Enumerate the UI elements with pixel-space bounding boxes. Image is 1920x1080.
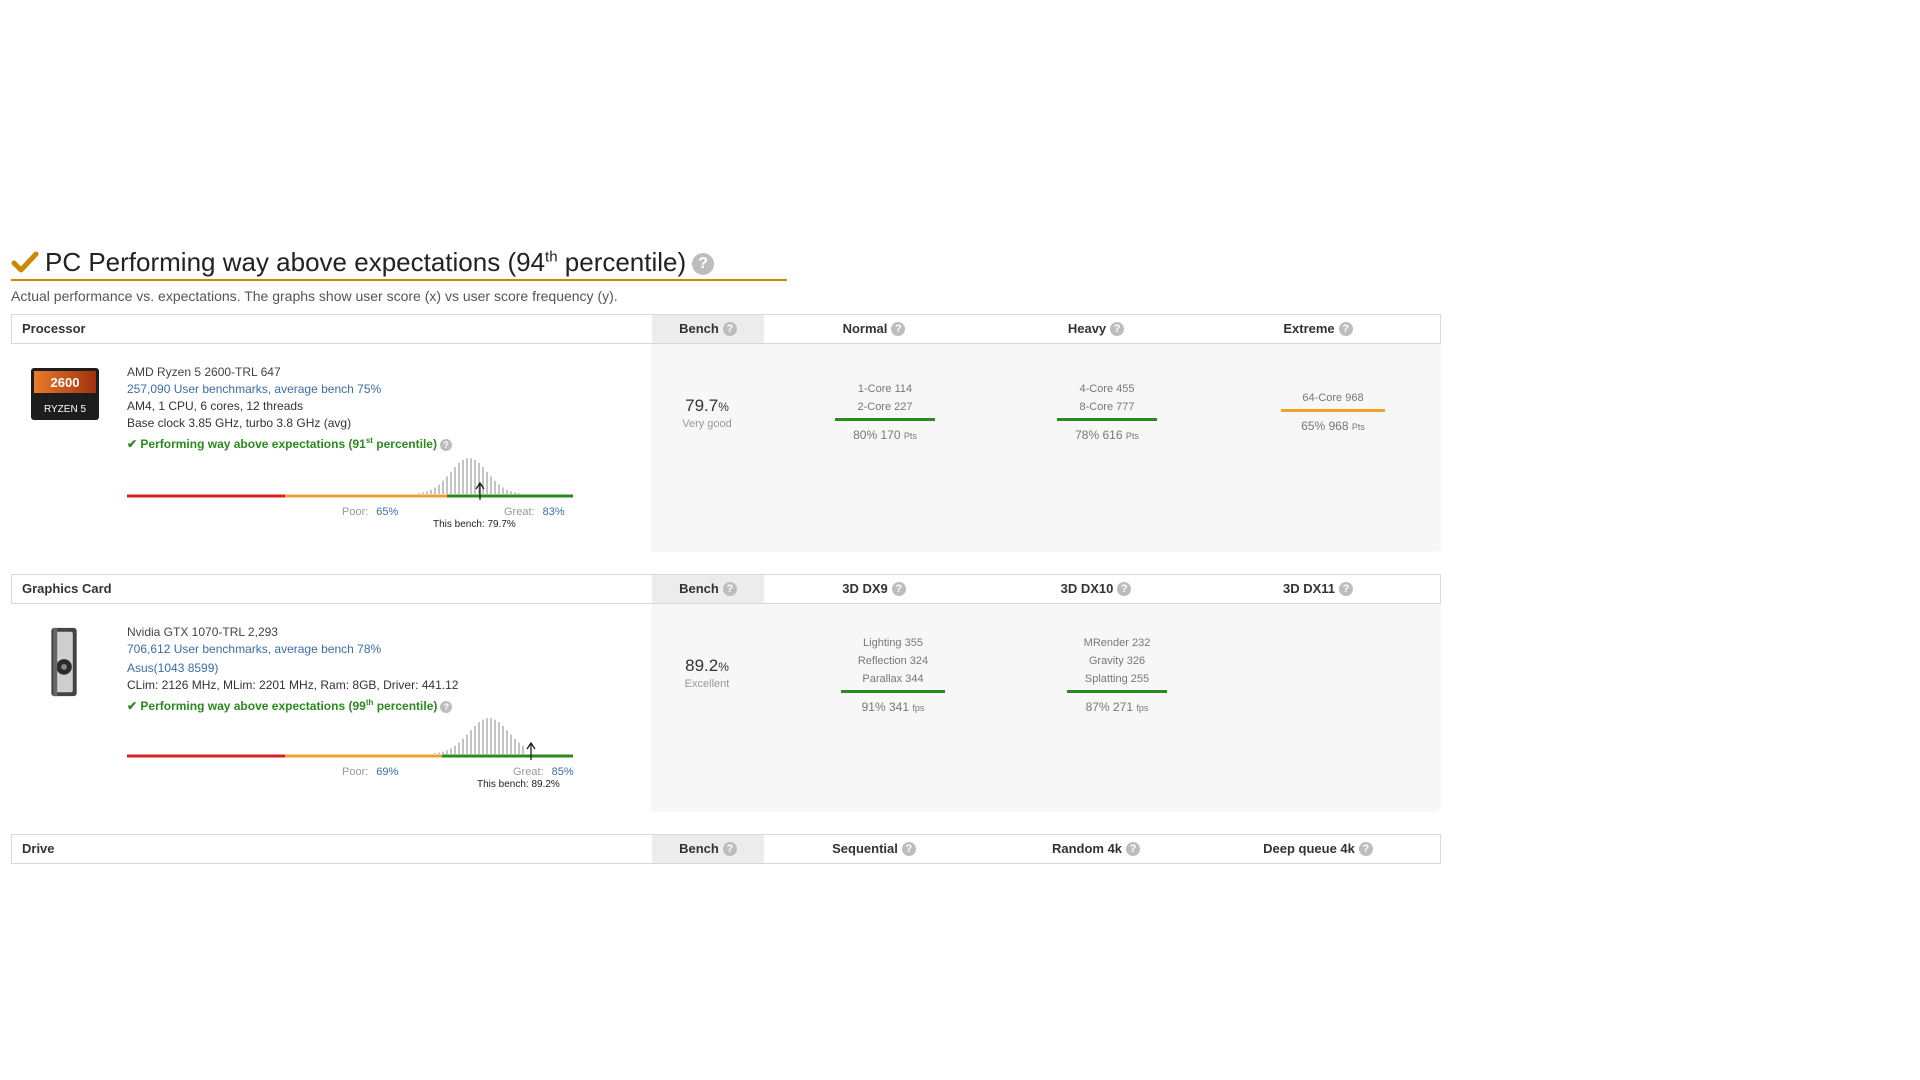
- processor-header-label: Processor: [22, 321, 86, 336]
- great-threshold: Great: 83%: [504, 506, 565, 518]
- poor-threshold: Poor: 69%: [342, 766, 399, 778]
- dx10-subscores: MRender 232 Gravity 326 Splatting 255 87…: [1007, 634, 1227, 717]
- help-icon[interactable]: ?: [1338, 321, 1353, 336]
- this-bench-label: This bench: 79.7%: [433, 519, 516, 530]
- heavy-score-bar: [1057, 418, 1157, 421]
- dx9-score-bar: [841, 690, 945, 693]
- bench-column-header: Bench?: [652, 835, 764, 863]
- normal-column-header: Normal?: [764, 315, 984, 343]
- normal-score-bar: [835, 418, 935, 421]
- bench-column-header: Bench?: [652, 575, 764, 603]
- poor-threshold: Poor: 65%: [342, 506, 399, 518]
- ryzen-cpu-thumbnail[interactable]: 2600 RYZEN 5: [29, 368, 101, 420]
- processor-distribution-chart: [127, 458, 573, 500]
- heavy-column-header: Heavy?: [986, 315, 1206, 343]
- great-threshold: Great: 85%: [513, 766, 574, 778]
- help-icon[interactable]: ?: [439, 438, 452, 451]
- random-4k-column-header: Random 4k?: [986, 835, 1206, 863]
- help-icon[interactable]: ?: [722, 581, 737, 596]
- dx10-score-bar: [1067, 690, 1167, 693]
- help-icon[interactable]: ?: [891, 581, 906, 596]
- gpu-bench-score: 89.2% Excellent: [684, 656, 730, 690]
- normal-subscores: 1-Core 114 2-Core 227 80% 170 Pts: [775, 380, 995, 445]
- processor-user-benchmarks-link[interactable]: 257,090 User benchmarks, average bench 7…: [127, 382, 382, 396]
- help-icon[interactable]: ?: [1117, 581, 1132, 596]
- this-bench-arrow: [526, 741, 536, 760]
- thumb-model-text: 2600: [51, 375, 80, 390]
- extreme-column-header: Extreme?: [1208, 315, 1428, 343]
- help-icon[interactable]: ?: [722, 321, 737, 336]
- performance-summary: PC Performing way above expectations (94…: [11, 242, 1441, 864]
- processor-spec-line2: Base clock 3.85 GHz, turbo 3.8 GHz (avg): [127, 416, 352, 430]
- gpu-distribution-chart: [127, 718, 573, 760]
- dx9-subscores: Lighting 355 Reflection 324 Parallax 344…: [783, 634, 1003, 717]
- processor-header: Processor Bench? Normal? Heavy? Extreme?: [11, 314, 1441, 344]
- extreme-score-bar: [1281, 409, 1385, 412]
- gpu-perf-status: ✔ Performing way above expectations (99t…: [127, 694, 458, 715]
- processor-section: Processor Bench? Normal? Heavy? Extreme?…: [11, 314, 1441, 552]
- help-icon[interactable]: ?: [891, 321, 906, 336]
- gpu-spec-line: CLim: 2126 MHz, MLim: 2201 MHz, Ram: 8GB…: [127, 678, 459, 692]
- this-bench-label: This bench: 89.2%: [477, 779, 560, 790]
- gpu-info: Nvidia GTX 1070-TRL 2,293 706,612 User b…: [127, 624, 458, 715]
- gpu-vendor-link[interactable]: Asus(1043 8599): [127, 661, 219, 675]
- gpu-distribution: Poor: 69% Great: 85% This bench: 89.2%: [127, 716, 574, 790]
- title-underline: [11, 279, 787, 281]
- help-icon[interactable]: ?: [722, 841, 737, 856]
- processor-info: AMD Ryzen 5 2600-TRL 647 257,090 User be…: [127, 364, 452, 453]
- checkmark-icon: [11, 251, 39, 273]
- help-icon[interactable]: ?: [440, 700, 453, 713]
- processor-row: 2600 RYZEN 5 AMD Ryzen 5 2600-TRL 647 25…: [11, 344, 1441, 552]
- processor-name[interactable]: AMD Ryzen 5 2600-TRL 647: [127, 365, 281, 379]
- this-bench-arrow: [475, 481, 485, 500]
- processor-spec-line1: AM4, 1 CPU, 6 cores, 12 threads: [127, 399, 304, 413]
- gpu-header-label: Graphics Card: [22, 581, 112, 596]
- help-icon[interactable]: ?: [692, 253, 715, 276]
- help-icon[interactable]: ?: [1358, 841, 1373, 856]
- gpu-header: Graphics Card Bench? 3D DX9? 3D DX10? 3D…: [11, 574, 1441, 604]
- help-icon[interactable]: ?: [1110, 321, 1125, 336]
- processor-bench-score: 79.7% Very good: [682, 396, 732, 430]
- graphics-card-thumbnail[interactable]: [29, 624, 101, 702]
- page-title: PC Performing way above expectations (94…: [45, 242, 715, 282]
- gpu-name[interactable]: Nvidia GTX 1070-TRL 2,293: [127, 625, 278, 639]
- gpu-user-benchmarks-link[interactable]: 706,612 User benchmarks, average bench 7…: [127, 642, 382, 656]
- page-subtitle: Actual performance vs. expectations. The…: [11, 288, 618, 304]
- deep-queue-4k-column-header: Deep queue 4k?: [1208, 835, 1428, 863]
- gpu-row: Nvidia GTX 1070-TRL 2,293 706,612 User b…: [11, 604, 1441, 812]
- drive-header-label: Drive: [22, 841, 55, 856]
- sequential-column-header: Sequential?: [764, 835, 984, 863]
- drive-section: Drive Bench? Sequential? Random 4k? Deep…: [11, 834, 1441, 864]
- help-icon[interactable]: ?: [1126, 841, 1141, 856]
- dx11-column-header: 3D DX11?: [1208, 575, 1428, 603]
- help-icon[interactable]: ?: [901, 841, 916, 856]
- headline: PC Performing way above expectations (94…: [11, 242, 1441, 282]
- drive-header: Drive Bench? Sequential? Random 4k? Deep…: [11, 834, 1441, 864]
- gpu-section: Graphics Card Bench? 3D DX9? 3D DX10? 3D…: [11, 574, 1441, 812]
- processor-distribution: Poor: 65% Great: 83% This bench: 79.7%: [127, 456, 573, 530]
- heavy-subscores: 4-Core 455 8-Core 777 78% 616 Pts: [997, 380, 1217, 445]
- help-icon[interactable]: ?: [1339, 581, 1354, 596]
- extreme-subscores: 64-Core 968 65% 968 Pts: [1223, 389, 1443, 436]
- dx9-column-header: 3D DX9?: [764, 575, 984, 603]
- dx10-column-header: 3D DX10?: [986, 575, 1206, 603]
- bench-column-header: Bench?: [652, 315, 764, 343]
- thumb-brand-text: RYZEN 5: [44, 404, 86, 415]
- processor-perf-status: ✔ Performing way above expectations (91s…: [127, 432, 452, 453]
